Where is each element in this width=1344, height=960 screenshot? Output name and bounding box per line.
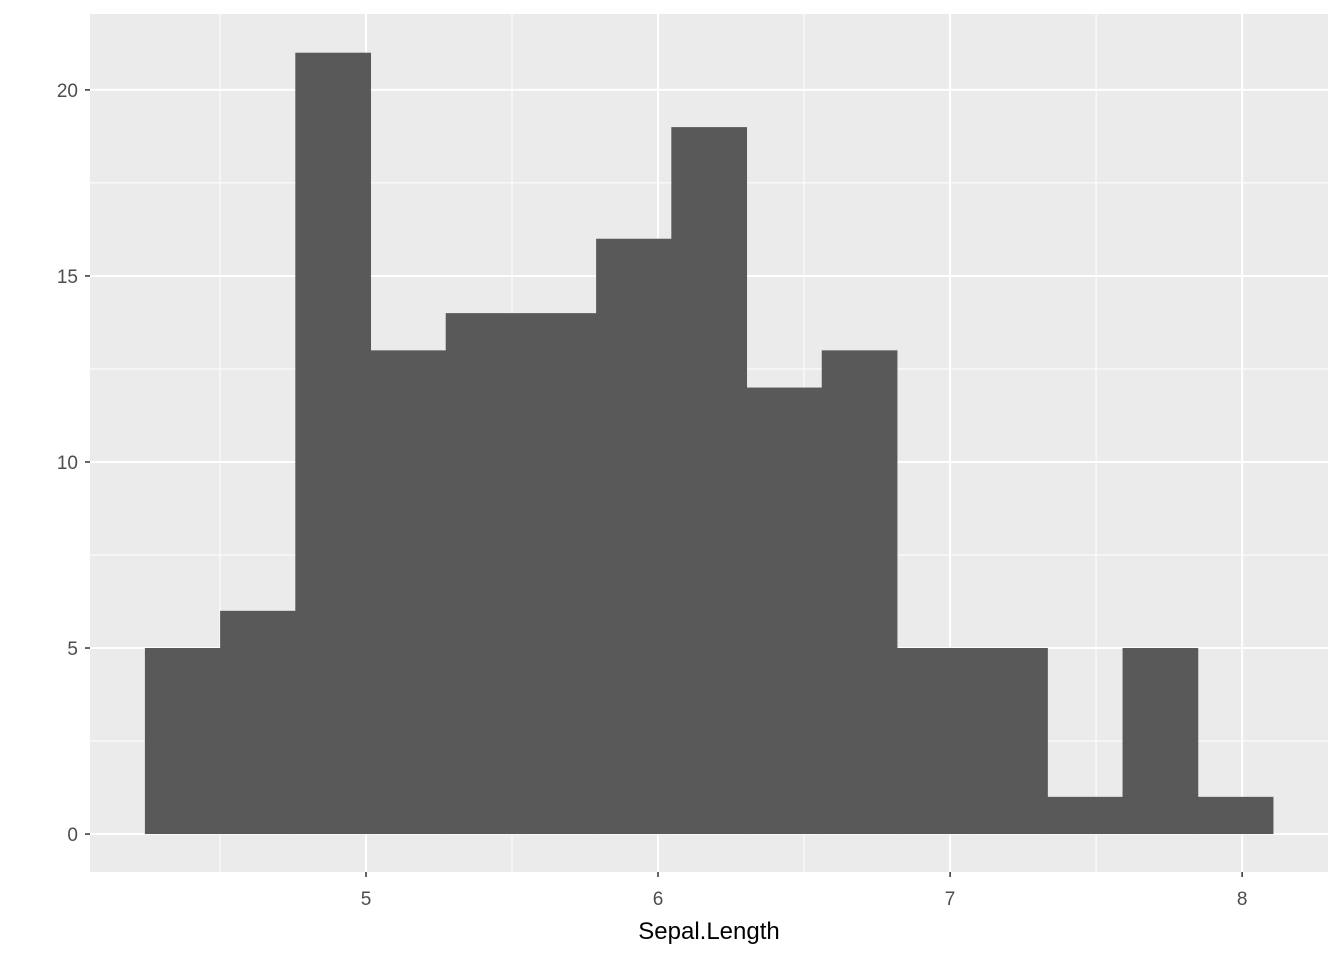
histogram-bar [821,350,898,835]
histogram-bar [671,127,748,835]
histogram-bar [596,238,672,835]
x-axis-title: Sepal.Length [638,918,779,945]
histogram-bar [1197,796,1274,835]
x-axis: 5 6 7 8 [361,872,1248,910]
x-tick-label: 6 [653,889,664,910]
histogram-bar [220,610,296,835]
x-tick-label: 5 [361,889,372,910]
y-tick-label: 0 [67,825,78,846]
histogram-bar [144,648,221,835]
histogram-bar [972,648,1048,835]
y-tick-label: 5 [67,639,78,660]
y-tick-label: 10 [57,453,78,474]
histogram-bar [295,52,372,835]
histogram-bar [1122,648,1199,835]
histogram-bar [746,387,823,835]
histogram-bar [1047,796,1124,835]
x-tick-label: 8 [1237,889,1248,910]
histogram-bar [896,648,973,835]
bars [144,52,1274,835]
y-tick-label: 20 [57,81,78,102]
histogram-bar [370,350,447,835]
x-tick-label: 7 [945,889,956,910]
histogram-bar [445,313,522,835]
y-tick-label: 15 [57,267,78,288]
histogram-bar [520,313,597,835]
y-axis: 0 5 10 15 20 [57,81,90,846]
